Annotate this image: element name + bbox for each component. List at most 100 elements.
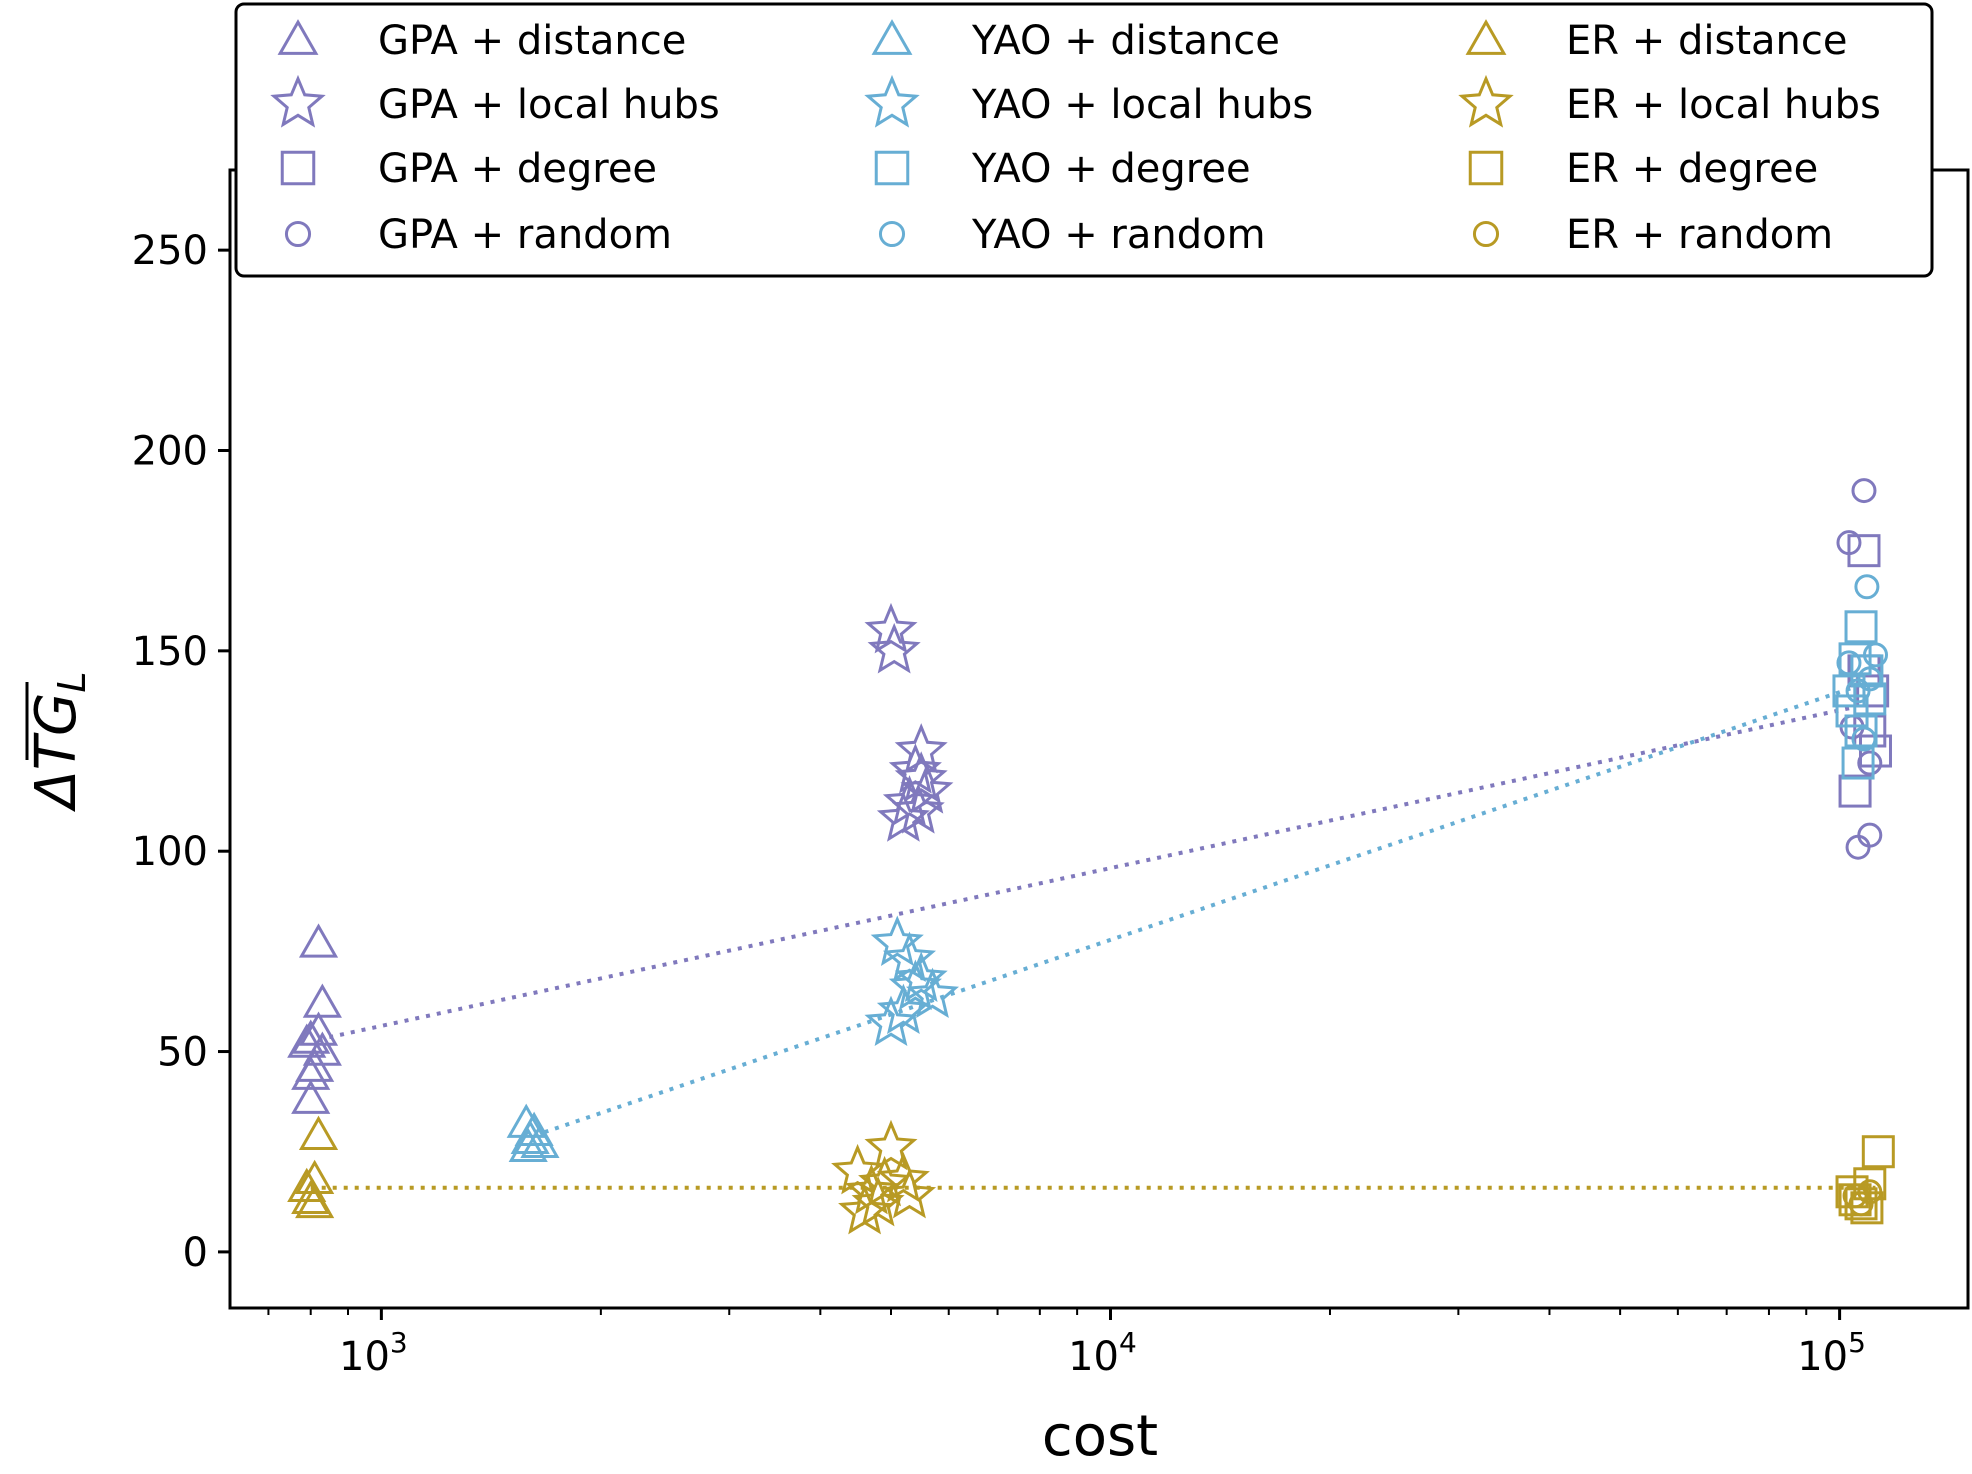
data-point — [1835, 694, 1869, 728]
x-axis-ticks: 103 104 105 — [267, 1308, 1866, 1380]
legend-item: GPA + local hubs — [270, 74, 720, 128]
data-point — [514, 1111, 554, 1146]
data-point — [1844, 714, 1878, 748]
trend-line-gpa — [318, 704, 1856, 1042]
data-point — [302, 1031, 342, 1066]
legend-label: GPA + random — [378, 212, 672, 258]
y-tick-label: 50 — [157, 1030, 208, 1076]
data-point — [858, 1155, 912, 1207]
y-tick-label: 250 — [132, 228, 208, 274]
data-point — [1842, 1183, 1868, 1209]
legend-item: YAO + degree — [874, 146, 1251, 192]
legend-marker — [878, 220, 906, 248]
data-point — [1844, 610, 1878, 644]
legend-label: ER + random — [1566, 212, 1833, 258]
data-point — [298, 1115, 339, 1150]
series-gpa-local-hubs — [864, 602, 954, 842]
x-tick-label: 105 — [1797, 1326, 1866, 1380]
legend-label: YAO + local hubs — [971, 82, 1313, 128]
series-yao-distance — [506, 1103, 560, 1162]
data-point — [1848, 1191, 1874, 1217]
data-point — [1854, 574, 1880, 600]
series-er-degree — [1835, 1135, 1895, 1225]
data-point — [508, 1127, 548, 1162]
y-tick-label: 0 — [183, 1230, 208, 1276]
legend-item: YAO + random — [878, 212, 1266, 258]
legend-marker — [270, 74, 326, 128]
legend-frame — [234, 2, 1934, 278]
legend-item: GPA + random — [284, 212, 672, 258]
data-point — [1851, 726, 1877, 752]
legend-label: YAO + degree — [971, 146, 1251, 192]
legend-marker — [1472, 220, 1500, 248]
legend-marker — [1468, 150, 1504, 186]
legend-label: YAO + random — [971, 212, 1266, 258]
data-point — [1836, 530, 1862, 556]
legend-label: GPA + local hubs — [378, 82, 720, 128]
data-point — [864, 602, 918, 654]
legend-label: YAO + distance — [971, 18, 1280, 64]
legend-marker — [1458, 74, 1514, 128]
data-point — [888, 959, 942, 1011]
legend-item: ER + local hubs — [1458, 74, 1881, 128]
y-axis-ticks: 0 50 100 150 200 250 — [132, 228, 230, 1276]
legend-label: ER + degree — [1566, 146, 1818, 192]
legend-item: GPA + degree — [280, 146, 657, 192]
data-point — [1851, 478, 1877, 504]
x-tick-label: 103 — [339, 1326, 408, 1380]
data-point — [906, 967, 959, 1019]
y-tick-label: 100 — [132, 829, 208, 875]
legend-marker — [277, 19, 319, 55]
data-point — [295, 1183, 335, 1219]
legend-marker — [284, 220, 312, 248]
y-tick-label: 150 — [132, 629, 208, 675]
legend-marker — [871, 19, 913, 55]
data-point — [1847, 534, 1881, 568]
data-point — [1853, 682, 1887, 716]
data-point — [298, 923, 339, 958]
data-point — [864, 1119, 918, 1171]
data-point — [1838, 774, 1872, 808]
y-axis-label-main: ΔTG — [24, 693, 89, 813]
data-point — [891, 783, 945, 834]
data-point — [1857, 750, 1883, 776]
legend-item: ER + distance — [1465, 18, 1848, 64]
legend-label: GPA + degree — [378, 146, 657, 192]
legend-item: YAO + distance — [871, 18, 1280, 64]
data-point — [870, 915, 924, 966]
legend: GPA + distance GPA + local hubs GPA + degr… — [234, 2, 1934, 278]
data-point — [1845, 834, 1871, 860]
x-axis-label: cost — [1042, 1404, 1158, 1469]
legend-item: GPA + distance — [277, 18, 686, 64]
y-axis-label-sub: L — [50, 671, 94, 692]
legend-item: ER + random — [1472, 212, 1833, 258]
data-point — [882, 1167, 937, 1219]
legend-marker — [874, 150, 910, 186]
series-yao-degree — [1832, 610, 1887, 780]
data-point — [1832, 674, 1866, 708]
trend-layer — [310, 685, 1876, 1190]
y-axis-label: ΔTGL — [24, 671, 94, 812]
data-point — [1856, 674, 1890, 708]
data-point — [1836, 650, 1862, 676]
legend-label: ER + local hubs — [1566, 82, 1881, 128]
data-point — [894, 751, 948, 802]
data-point — [894, 951, 948, 1002]
series-er-local-hubs — [831, 1119, 937, 1235]
legend-marker — [1465, 19, 1507, 55]
y-tick-label: 200 — [132, 428, 208, 474]
data-point — [287, 1023, 327, 1058]
legend-marker — [864, 74, 920, 128]
data-point — [291, 1079, 331, 1114]
series-er-distance — [287, 1115, 339, 1219]
legend-label: ER + distance — [1566, 18, 1848, 64]
data-point — [864, 995, 918, 1047]
legend-item: YAO + local hubs — [864, 74, 1313, 128]
series-gpa-distance — [287, 923, 342, 1114]
data-point — [1845, 678, 1871, 704]
legend-label: GPA + distance — [378, 18, 686, 64]
legend-marker — [280, 150, 316, 186]
series-yao-local-hubs — [864, 915, 959, 1047]
